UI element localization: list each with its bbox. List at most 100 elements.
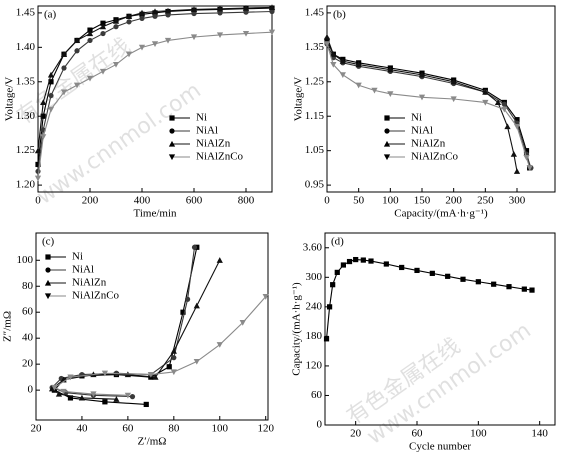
marker xyxy=(399,264,405,271)
marker xyxy=(34,147,42,154)
marker xyxy=(51,384,58,391)
y-tick-label: 1.30 xyxy=(16,110,36,122)
marker xyxy=(164,7,172,14)
marker xyxy=(112,61,120,68)
marker xyxy=(78,394,86,401)
marker xyxy=(529,287,535,293)
plot-frame xyxy=(324,232,556,426)
legend-label: NiAlZnCo xyxy=(411,151,459,163)
marker xyxy=(87,37,93,44)
marker xyxy=(239,320,246,326)
marker xyxy=(482,88,489,95)
marker xyxy=(60,89,68,96)
marker xyxy=(521,286,527,292)
x-tick-label: 20 xyxy=(350,428,362,440)
marker xyxy=(73,82,81,89)
marker xyxy=(513,168,521,174)
marker xyxy=(143,401,149,408)
marker xyxy=(164,37,172,44)
marker xyxy=(513,123,521,130)
marker xyxy=(138,44,146,51)
marker xyxy=(460,276,466,282)
marker xyxy=(126,19,132,25)
marker xyxy=(523,148,530,154)
x-axis-label: Time/min xyxy=(134,208,177,220)
marker xyxy=(45,254,51,260)
panel-label: (d) xyxy=(331,236,344,248)
y-tick-label: 100 xyxy=(17,254,34,266)
marker xyxy=(100,30,106,37)
y-axis-label: Voltage/V xyxy=(293,77,305,121)
marker xyxy=(504,123,511,130)
marker xyxy=(330,282,336,288)
marker xyxy=(101,370,109,377)
marker xyxy=(339,57,346,64)
marker xyxy=(113,396,120,402)
y-tick-label: 40 xyxy=(22,332,34,344)
marker xyxy=(506,284,512,290)
y-tick-label: 240 xyxy=(306,300,323,312)
watermarks: 有色金属在线 www.cnnmol.com 有色金属在线 www.cnnmol.… xyxy=(13,34,536,450)
marker xyxy=(102,399,108,405)
marker xyxy=(129,394,136,400)
marker xyxy=(125,51,133,58)
marker xyxy=(152,374,159,380)
marker xyxy=(346,258,353,265)
marker xyxy=(74,48,80,54)
marker xyxy=(323,41,331,48)
y-tick-label: 20 xyxy=(22,358,34,370)
marker xyxy=(45,267,51,273)
marker xyxy=(501,101,507,107)
marker xyxy=(339,72,346,79)
x-tick-label: 600 xyxy=(186,195,203,207)
marker xyxy=(523,154,530,161)
marker xyxy=(384,128,390,134)
panel-label: (c) xyxy=(42,236,55,248)
marker xyxy=(216,342,223,348)
y-tick-label: 3.60 xyxy=(303,241,323,253)
legend-label: NiAlZnCo xyxy=(196,151,244,163)
y-tick-label: 60 xyxy=(311,389,323,401)
marker xyxy=(112,18,120,24)
marker xyxy=(526,165,533,172)
marker xyxy=(355,82,362,89)
series-line xyxy=(37,10,273,172)
marker xyxy=(60,51,68,57)
marker xyxy=(40,99,47,106)
x-tick-label: 150 xyxy=(414,195,431,207)
marker xyxy=(193,358,200,365)
x-tick-label: 50 xyxy=(353,195,365,207)
y-tick-label: 0 xyxy=(28,384,34,396)
marker xyxy=(323,33,331,40)
y-tick-label: 120 xyxy=(306,359,323,371)
marker xyxy=(387,66,394,73)
legend-label: NiAlZn xyxy=(196,138,231,150)
series-line xyxy=(37,7,273,165)
marker xyxy=(191,244,198,250)
marker xyxy=(44,279,52,286)
legend-label: NiAl xyxy=(196,125,218,137)
y-tick-label: 1.45 xyxy=(305,6,325,18)
marker xyxy=(383,154,391,161)
marker xyxy=(330,61,337,68)
plot-frame xyxy=(37,5,273,193)
marker xyxy=(387,91,394,97)
marker xyxy=(501,106,508,113)
series-line xyxy=(326,36,518,172)
marker xyxy=(330,51,337,57)
marker xyxy=(445,273,451,279)
marker xyxy=(139,15,145,21)
legend-label: NiAlZn xyxy=(411,138,446,150)
y-tick-label: 60 xyxy=(22,306,34,318)
panel-label: (b) xyxy=(333,9,346,21)
marker xyxy=(67,374,74,381)
y-tick-label: 0 xyxy=(317,419,323,431)
marker xyxy=(169,128,175,134)
marker xyxy=(138,9,146,16)
y-tick-label: 1.35 xyxy=(305,41,325,53)
marker xyxy=(418,94,426,101)
marker xyxy=(242,4,250,11)
marker xyxy=(87,27,93,33)
x-tick-label: 0 xyxy=(35,195,41,207)
legend-label: NiAl xyxy=(72,264,94,276)
